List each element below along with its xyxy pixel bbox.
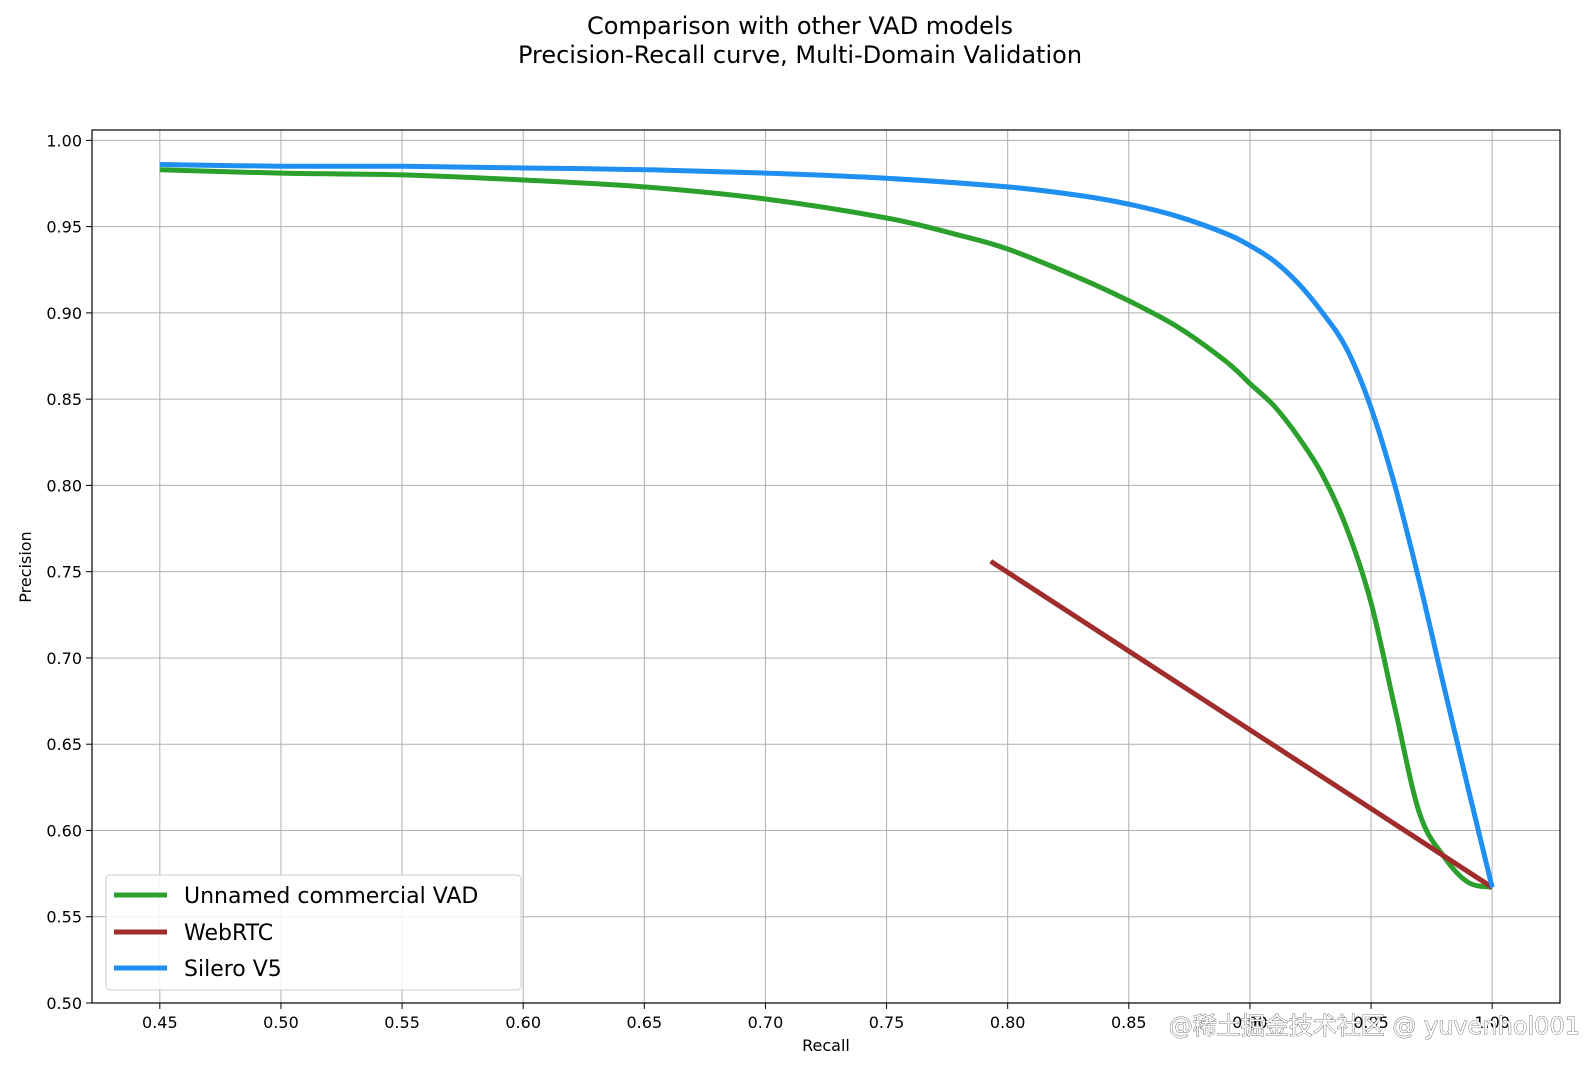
y-tick-label: 0.70 (46, 649, 82, 668)
x-tick-label: 0.45 (142, 1013, 178, 1032)
legend: Unnamed commercial VAD WebRTC Silero V5 (105, 874, 522, 991)
y-tick-label: 0.95 (46, 218, 82, 237)
x-tick-label: 0.95 (1353, 1013, 1389, 1032)
y-tick-label: 0.55 (46, 908, 82, 927)
x-tick-label: 0.85 (1111, 1013, 1147, 1032)
y-tick-label: 0.75 (46, 563, 82, 582)
x-tick-label: 0.55 (384, 1013, 420, 1032)
x-tick-label: 0.60 (505, 1013, 541, 1032)
y-tick-label: 0.90 (46, 304, 82, 323)
series-line-webrtc (989, 559, 1494, 890)
legend-box (105, 874, 522, 991)
x-axis-label: Recall (802, 1036, 850, 1055)
legend-entry-silero-v5: Silero V5 (114, 957, 282, 982)
legend-entry-unnamed-commercial-vad: Unnamed commercial VAD (114, 884, 478, 909)
chart-title-line-1: Comparison with other VAD models (587, 12, 1013, 40)
x-tick-label: 0.90 (1232, 1013, 1268, 1032)
x-tick-label: 0.50 (263, 1013, 299, 1032)
legend-label-silero-v5: Silero V5 (184, 957, 282, 982)
x-tick-label: 0.70 (748, 1013, 784, 1032)
series-line-silero-v5 (159, 162, 1495, 888)
watermark: @稀土掘金技术社区 @ yuvenhol001 (1169, 1012, 1580, 1040)
series-lines (159, 162, 1495, 890)
legend-entry-webrtc: WebRTC (114, 921, 273, 946)
legend-label-unnamed-commercial-vad: Unnamed commercial VAD (184, 884, 478, 909)
y-tick-label: 1.00 (46, 131, 82, 150)
chart-title: Comparison with other VAD models Precisi… (518, 12, 1082, 69)
chart-title-line-2: Precision-Recall curve, Multi-Domain Val… (518, 41, 1082, 69)
plot-frame (91, 129, 1561, 1004)
x-tick-label: 1.00 (1474, 1013, 1510, 1032)
y-tick-label: 0.60 (46, 821, 82, 840)
x-tick-label: 0.80 (990, 1013, 1026, 1032)
legend-label-webrtc: WebRTC (184, 921, 273, 946)
x-tick-label: 0.75 (869, 1013, 905, 1032)
y-axis-label: Precision (16, 531, 35, 602)
x-axis-ticks: 0.45 0.50 0.55 0.60 0.65 0.70 0.75 0.80 0.85 0.90… (142, 1003, 1510, 1032)
x-tick-label: 0.65 (627, 1013, 663, 1032)
y-axis-ticks: 0.50 0.55 0.60 0.65 0.70 0.75 0.80 0.85 0.90 0.95… (46, 131, 92, 1013)
y-tick-label: 0.50 (46, 994, 82, 1013)
series-line-unnamed-commercial-vad (159, 167, 1493, 890)
y-tick-label: 0.80 (46, 476, 82, 495)
y-tick-label: 0.85 (46, 390, 82, 409)
grid (92, 130, 1560, 1004)
y-tick-label: 0.65 (46, 735, 82, 754)
